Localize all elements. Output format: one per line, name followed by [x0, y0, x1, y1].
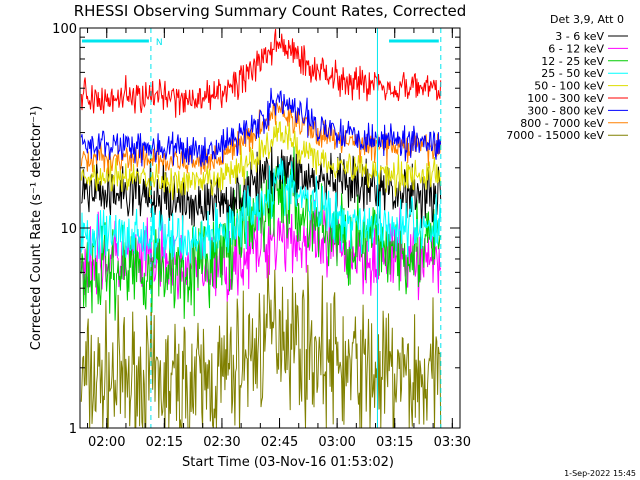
- plot-area: N: [79, 28, 442, 430]
- legend-label-5: 50 - 100 keV: [534, 80, 604, 93]
- series-line-4: [80, 158, 442, 265]
- legend-label-1: 3 - 6 keV: [555, 30, 604, 43]
- series-line-5: [80, 121, 442, 201]
- chart-title: RHESSI Observing Summary Count Rates, Co…: [74, 2, 467, 20]
- legend-header: Det 3,9, Att 0: [550, 13, 624, 26]
- legend-label-2: 6 - 12 keV: [548, 42, 604, 55]
- x-tick-label-0300: 03:00: [318, 435, 355, 450]
- legend-label-8: 800 - 7000 keV: [520, 117, 604, 130]
- x-tick-label-0200: 02:00: [88, 435, 125, 450]
- legend-label-3: 12 - 25 keV: [541, 55, 604, 68]
- x-tick-label-0315: 03:15: [376, 435, 413, 450]
- night-marker-label: N: [156, 38, 163, 48]
- series-line-1: [80, 146, 442, 235]
- series-line-6: [80, 28, 442, 118]
- x-tick-label-0230: 02:30: [203, 435, 240, 450]
- legend-label-9: 7000 - 15000 keV: [506, 129, 604, 142]
- series-line-7: [80, 87, 442, 167]
- axes: 1 10 100 02:00 02:15 02:30 02:45 03:00 03:15 03:3…: [52, 22, 471, 450]
- x-tick-label-0330: 03:30: [434, 435, 471, 450]
- y-axis-label: Corrected Count Rate (s⁻¹ detector⁻¹): [29, 106, 44, 351]
- x-axis-label: Start Time (03-Nov-16 01:53:02): [182, 455, 394, 470]
- generation-timestamp: 1-Sep-2022 15:45: [564, 469, 636, 478]
- y-tick-label-10: 10: [60, 222, 77, 237]
- legend-label-4: 25 - 50 keV: [541, 67, 604, 80]
- legend-label-6: 100 - 300 keV: [527, 92, 604, 105]
- y-tick-label-100: 100: [52, 22, 77, 37]
- x-tick-label-0245: 02:45: [261, 435, 298, 450]
- y-tick-label-1: 1: [69, 422, 77, 437]
- legend-label-7: 300 - 800 keV: [527, 104, 604, 117]
- x-tick-label-0215: 02:15: [146, 435, 183, 450]
